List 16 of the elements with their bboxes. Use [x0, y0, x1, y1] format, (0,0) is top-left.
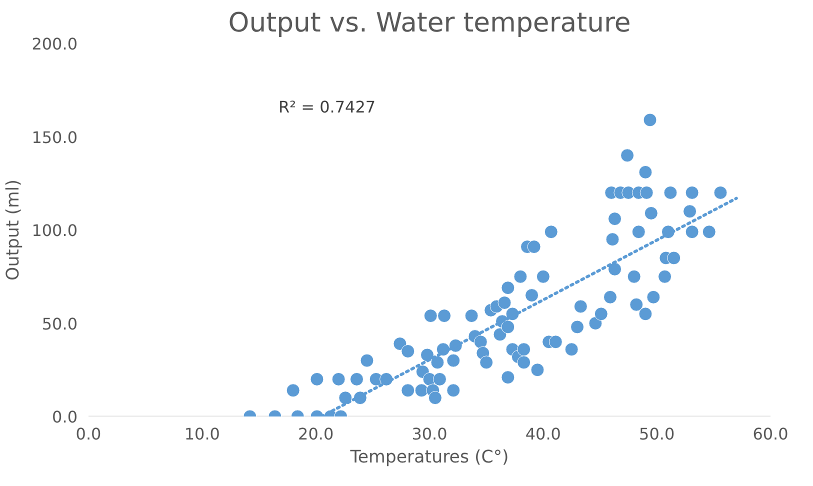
x-tick-label: 0.0 — [76, 424, 102, 444]
x-tick-label: 40.0 — [525, 424, 561, 444]
y-axis-title: Output (ml) — [4, 180, 24, 280]
x-tick-label: 30.0 — [412, 424, 448, 444]
x-axis-title: Temperatures (C°) — [349, 448, 509, 468]
x-tick-label: 20.0 — [298, 424, 334, 444]
y-tick-label: 0.0 — [52, 408, 78, 426]
x-tick-label: 50.0 — [639, 424, 675, 444]
x-tick-label: 10.0 — [184, 424, 220, 444]
y-tick-label: 100.0 — [32, 221, 78, 240]
chart-title: Output vs. Water temperature — [228, 8, 631, 38]
x-tick-label: 60.0 — [752, 424, 788, 444]
y-tick-label: 150.0 — [32, 128, 78, 147]
y-tick-label: 200.0 — [32, 34, 78, 54]
annotation: R² = 0.7427 — [278, 98, 376, 116]
y-tick-label: 50.0 — [42, 314, 78, 334]
